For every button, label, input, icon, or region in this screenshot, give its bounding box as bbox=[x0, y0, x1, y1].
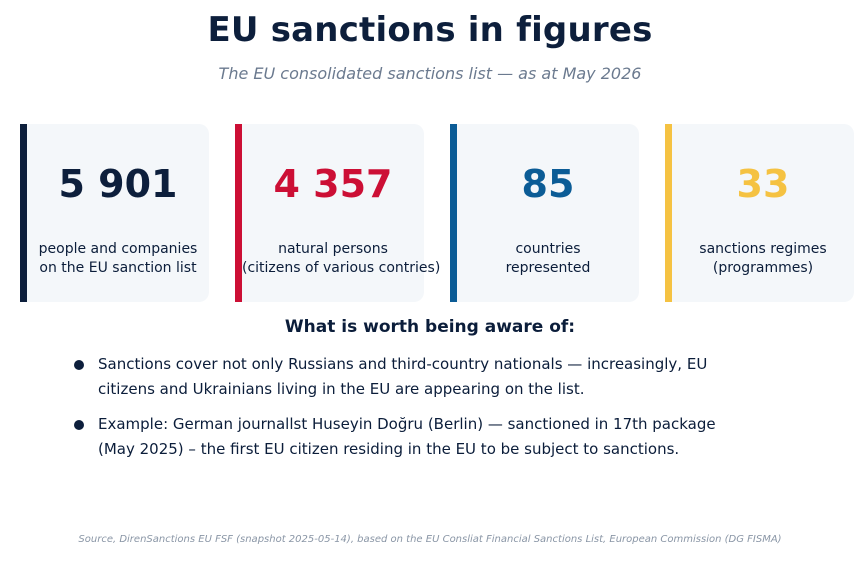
bullet-icon bbox=[74, 360, 84, 370]
stat-label-line: represented bbox=[505, 260, 591, 276]
list-item: Example: German journallst Huseyin Doğru… bbox=[72, 412, 772, 462]
stat-card-natural-persons: 4 357 natural persons (citizens of vario… bbox=[235, 124, 441, 302]
stat-label: natural persons (citizens of various con… bbox=[242, 240, 441, 278]
stat-label: people and companies on the EU sanction … bbox=[27, 240, 209, 278]
stat-label-line: natural persons bbox=[278, 241, 388, 257]
stat-label: countries represented bbox=[457, 240, 639, 278]
source-note: Source, DirenSanctions EU FSF (snapshot … bbox=[78, 534, 782, 545]
stat-label-line: on the EU sanction list bbox=[39, 260, 197, 276]
accent-bar bbox=[450, 124, 457, 302]
accent-bar bbox=[20, 124, 27, 302]
stat-label-line: sanctions regimes bbox=[699, 241, 827, 257]
accent-bar bbox=[235, 124, 242, 302]
stat-value: 5 901 bbox=[58, 162, 178, 206]
stat-card-regimes: 33 sanctions regimes (programmes) bbox=[665, 124, 854, 302]
stat-label-line: (citizens of various contries) bbox=[242, 260, 441, 276]
list-item-text: citizens and Ukrainians living in the EU… bbox=[98, 380, 585, 398]
stat-label-line: people and companies bbox=[38, 241, 198, 257]
list-item-text: Sanctions cover not only Russians and th… bbox=[98, 355, 708, 373]
stat-card-countries: 85 countries represented bbox=[450, 124, 639, 302]
stat-value: 4 357 bbox=[273, 162, 393, 206]
list-item-text: Example: German journallst Huseyin Doğru… bbox=[98, 415, 716, 433]
bullet-icon bbox=[74, 420, 84, 430]
awareness-list: Sanctions cover not only Russians and th… bbox=[72, 352, 772, 472]
accent-bar bbox=[665, 124, 672, 302]
stat-card-people-companies: 5 901 people and companies on the EU san… bbox=[20, 124, 209, 302]
stat-label-line: countries bbox=[515, 241, 581, 257]
list-item: Sanctions cover not only Russians and th… bbox=[72, 352, 772, 402]
stat-label: sanctions regimes (programmes) bbox=[672, 240, 854, 278]
stat-cards: 5 901 people and companies on the EU san… bbox=[20, 124, 854, 302]
stat-value: 85 bbox=[521, 162, 575, 206]
awareness-heading: What is worth being aware of: bbox=[284, 317, 576, 337]
stat-label-line: (programmes) bbox=[712, 260, 814, 276]
list-item-text: (May 2025) – the first EU citizen residi… bbox=[98, 440, 680, 458]
page-subtitle: The EU consolidated sanctions list — as … bbox=[218, 64, 642, 83]
stat-value: 33 bbox=[736, 162, 790, 206]
page-title: EU sanctions in figures bbox=[207, 10, 653, 50]
